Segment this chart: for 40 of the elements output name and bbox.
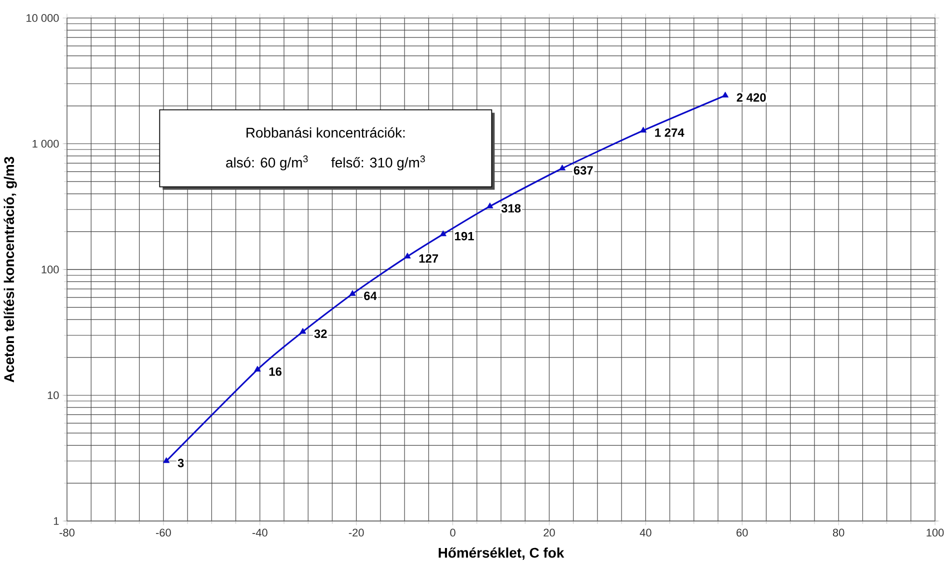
annotation: alsó: 60 g/m$^{3}$ bbox=[226, 155, 308, 170]
data-label: 32 bbox=[314, 329, 327, 338]
y-tick-label: 10 000 bbox=[26, 14, 59, 22]
point bbox=[163, 457, 170, 463]
data-label: 64 bbox=[364, 292, 377, 300]
x-tick-label: -60 bbox=[156, 528, 171, 537]
y-tick-label: 1 bbox=[54, 517, 59, 525]
annotation: felső: 310 g/m$^{3}$ bbox=[331, 155, 425, 170]
x-tick-label: 60 bbox=[736, 528, 748, 537]
x-tick-label: -20 bbox=[348, 528, 364, 537]
point bbox=[254, 366, 261, 372]
x-tick-label: -80 bbox=[60, 528, 74, 537]
point bbox=[722, 92, 729, 98]
y-tick-label: 10 bbox=[48, 391, 59, 400]
data-label: 637 bbox=[574, 166, 593, 175]
x-tick-label: -40 bbox=[252, 528, 268, 537]
x-tick-label: 0 bbox=[450, 528, 456, 537]
data-label: 127 bbox=[419, 254, 438, 263]
data-label: 16 bbox=[269, 367, 282, 376]
y-tick-label: 1 000 bbox=[32, 140, 59, 148]
point bbox=[558, 164, 566, 170]
point bbox=[404, 252, 411, 258]
x-tick-label: 40 bbox=[640, 528, 652, 537]
data-label: 191 bbox=[455, 232, 474, 240]
y-tick-label: 100 bbox=[42, 266, 59, 274]
point bbox=[486, 202, 494, 208]
data-label: 1 274 bbox=[655, 128, 684, 137]
annotation: Robbanási koncentrációk: bbox=[246, 127, 405, 138]
x-tick-label: 80 bbox=[832, 528, 844, 537]
x-tick-label: 100 bbox=[926, 528, 944, 537]
x-tick-label: 20 bbox=[544, 528, 555, 537]
point bbox=[640, 126, 647, 133]
y-axis-title: Aceton telítési koncentráció, g/m3 bbox=[4, 156, 17, 382]
data-label: 318 bbox=[501, 204, 521, 213]
data-label: 2 420 bbox=[736, 93, 766, 102]
point bbox=[300, 328, 306, 334]
point bbox=[440, 230, 446, 236]
data-label: 3 bbox=[178, 458, 184, 468]
point bbox=[349, 290, 356, 296]
x-axis-title: Hőmérséklet, C fok bbox=[438, 547, 564, 560]
